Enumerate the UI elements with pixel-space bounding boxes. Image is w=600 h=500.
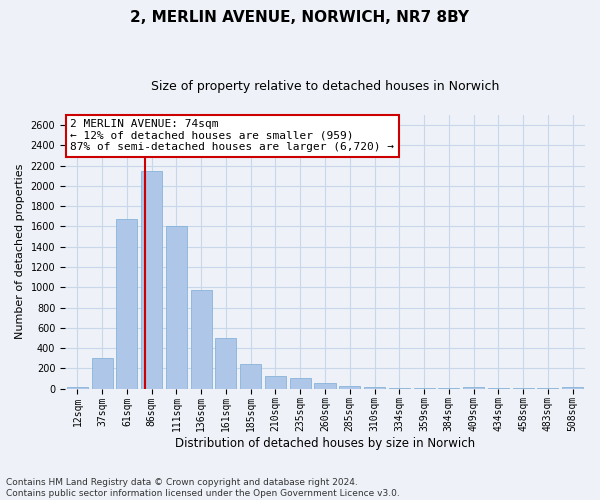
Text: Contains HM Land Registry data © Crown copyright and database right 2024.
Contai: Contains HM Land Registry data © Crown c…	[6, 478, 400, 498]
Bar	[339, 386, 360, 388]
Bar	[215, 338, 236, 388]
Bar	[314, 384, 335, 388]
Bar	[364, 387, 385, 388]
Bar	[67, 386, 88, 388]
X-axis label: Distribution of detached houses by size in Norwich: Distribution of detached houses by size …	[175, 437, 475, 450]
Text: 2 MERLIN AVENUE: 74sqm
← 12% of detached houses are smaller (959)
87% of semi-de: 2 MERLIN AVENUE: 74sqm ← 12% of detached…	[70, 119, 394, 152]
Bar	[240, 364, 261, 388]
Y-axis label: Number of detached properties: Number of detached properties	[15, 164, 25, 340]
Bar	[191, 290, 212, 388]
Bar	[265, 376, 286, 388]
Text: 2, MERLIN AVENUE, NORWICH, NR7 8BY: 2, MERLIN AVENUE, NORWICH, NR7 8BY	[131, 10, 470, 25]
Bar	[562, 386, 583, 388]
Bar	[290, 378, 311, 388]
Bar	[166, 226, 187, 388]
Bar	[463, 386, 484, 388]
Bar	[92, 358, 113, 388]
Bar	[141, 170, 162, 388]
Bar	[116, 220, 137, 388]
Title: Size of property relative to detached houses in Norwich: Size of property relative to detached ho…	[151, 80, 499, 93]
